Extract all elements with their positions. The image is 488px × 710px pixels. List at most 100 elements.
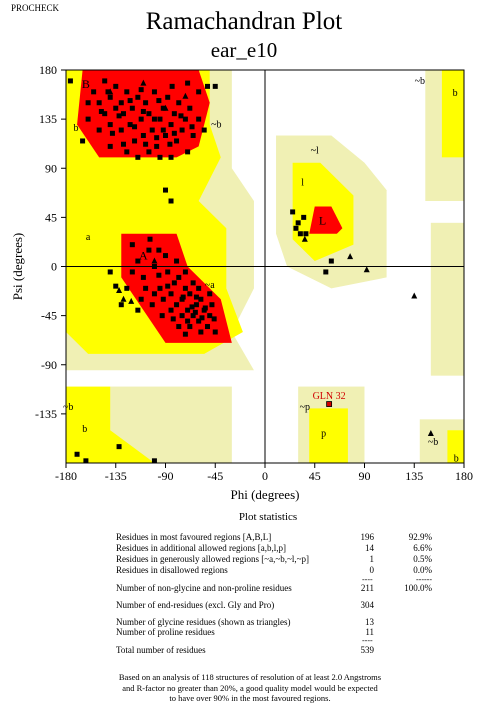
- residue-square: [169, 83, 175, 89]
- stat-label: Residues in most favoured regions [A,B,L…: [116, 532, 272, 542]
- residue-square: [74, 451, 80, 457]
- core-region-L: [309, 206, 343, 234]
- residue-square: [189, 304, 195, 310]
- residue-square: [143, 141, 149, 147]
- residue-square: [113, 83, 119, 89]
- residue-square: [202, 305, 208, 311]
- y-tick-label: 0: [51, 260, 57, 274]
- residue-square: [147, 236, 153, 242]
- residue-square: [205, 83, 211, 89]
- residue-square: [293, 225, 299, 231]
- glycine-triangle: [301, 235, 308, 242]
- residue-square: [196, 318, 202, 324]
- residue-square: [129, 105, 135, 111]
- residue-square: [151, 89, 157, 95]
- stat-count: 1: [369, 554, 375, 564]
- residue-square: [138, 116, 144, 122]
- stat-count: 0: [369, 565, 375, 575]
- x-axis-label: Phi (degrees): [231, 487, 300, 502]
- residue-square: [174, 302, 180, 308]
- x-tick-label: 45: [309, 469, 321, 483]
- residue-square: [212, 329, 218, 335]
- residue-square: [185, 149, 191, 155]
- residue-square: [328, 258, 334, 264]
- residue-square: [179, 127, 185, 133]
- residue-square: [187, 291, 193, 297]
- stat-row: Residues in generously allowed regions […: [0, 554, 488, 565]
- residue-square: [151, 264, 157, 269]
- glycine-triangle: [162, 104, 169, 111]
- region-label: b: [453, 88, 458, 99]
- residue-square: [205, 324, 211, 330]
- allowed-region-bottom-left: [66, 386, 155, 463]
- region-label: ~a: [205, 280, 215, 291]
- residue-square: [118, 302, 124, 308]
- region-label: b: [454, 454, 459, 465]
- glycine-triangle: [107, 88, 114, 95]
- y-tick-label: 90: [45, 161, 57, 175]
- stat-pct: 92.9%: [408, 532, 432, 542]
- residue-square: [182, 331, 188, 337]
- stat-row: Number of proline residues 11: [0, 627, 488, 638]
- residue-square: [118, 127, 124, 133]
- residue-square: [98, 108, 104, 114]
- residue-square: [149, 302, 155, 308]
- residue-square: [146, 247, 152, 253]
- residue-square: [102, 111, 108, 117]
- residue-square: [127, 98, 133, 104]
- stat-pct: 0.0%: [413, 565, 432, 575]
- residue-square: [198, 296, 204, 302]
- residue-square: [116, 113, 122, 119]
- y-tick-label: -135: [35, 407, 57, 421]
- residue-square: [96, 127, 102, 133]
- stat-label: Number of end-residues (excl. Gly and Pr…: [116, 600, 275, 610]
- residue-square: [168, 307, 174, 313]
- plot-axes: -180 -135 -90 -45 0 45 90 135 180 180 135 90 45 0 -45 -…: [10, 63, 473, 502]
- x-tick-label: 0: [262, 469, 268, 483]
- residue-square: [165, 269, 171, 275]
- residue-square: [113, 105, 119, 111]
- region-label: ~b: [428, 437, 438, 448]
- residue-square: [140, 274, 146, 280]
- residue-square: [146, 111, 152, 117]
- region-label: B: [82, 77, 90, 91]
- residue-square: [182, 269, 188, 275]
- residue-square: [160, 105, 166, 111]
- residue-square: [135, 258, 141, 264]
- residue-square: [193, 294, 199, 300]
- residue-square: [297, 231, 303, 237]
- residue-square: [303, 231, 309, 237]
- residue-square: [132, 138, 138, 144]
- region-label: ~b: [415, 76, 425, 87]
- labeled-residue-label: GLN 32: [313, 391, 346, 402]
- region-label: a: [86, 232, 91, 243]
- region-label: ~b: [63, 402, 73, 413]
- residue-square: [120, 111, 126, 117]
- stat-row: Number of end-residues (excl. Gly and Pr…: [0, 600, 488, 611]
- residue-square: [295, 220, 301, 226]
- stat-pct: 100.0%: [404, 583, 432, 593]
- residue-square: [171, 280, 177, 286]
- residue-square: [190, 313, 196, 319]
- residue-square: [189, 124, 195, 130]
- residue-square: [198, 329, 204, 335]
- residue-square: [196, 89, 202, 95]
- glycine-triangle: [120, 295, 127, 302]
- allowed-region-bottom-right: [447, 430, 464, 463]
- residue-square: [168, 122, 174, 128]
- residue-square: [163, 187, 168, 193]
- residue-square: [109, 130, 115, 136]
- region-label: ~l: [311, 146, 319, 157]
- residue-square: [207, 291, 213, 297]
- glycine-triangle: [128, 297, 135, 304]
- residue-square: [174, 258, 180, 264]
- residue-square: [85, 116, 91, 122]
- residue-square: [151, 116, 157, 122]
- residue-square: [67, 78, 73, 84]
- stat-row: Residues in disallowed regions 0 0.0%: [0, 565, 488, 576]
- residue-square: [129, 242, 135, 248]
- residue-square: [124, 149, 130, 155]
- residue-square: [118, 100, 124, 106]
- stat-row: Residues in most favoured regions [A,B,L…: [0, 532, 488, 543]
- residue-square: [138, 87, 144, 93]
